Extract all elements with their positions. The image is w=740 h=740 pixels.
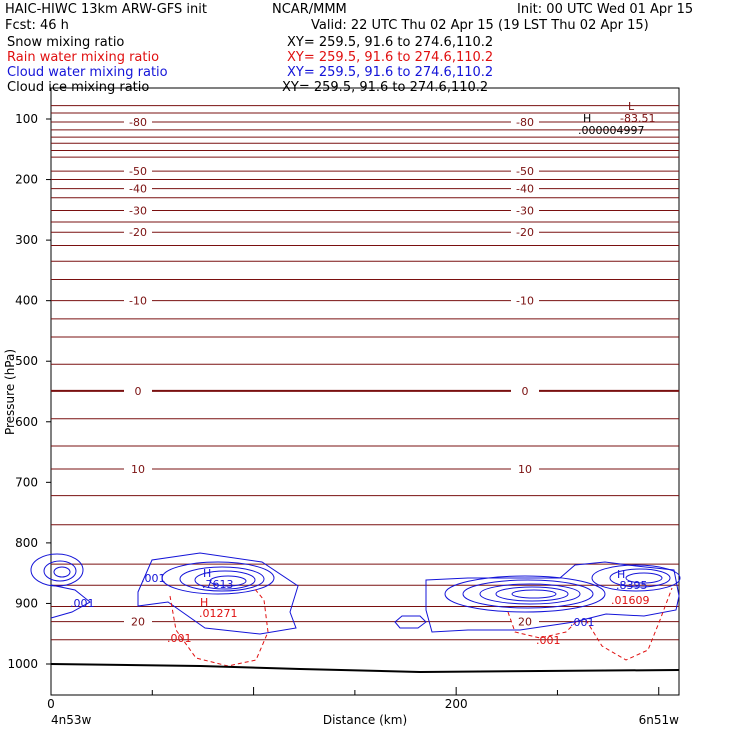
init-time: Init: 00 UTC Wed 01 Apr 15 [517,2,693,17]
y-tick-label: 500 [15,354,38,368]
y-tick-label: 900 [15,596,38,610]
rain-water-contours [169,587,673,667]
isotherm-label: -30 [129,204,147,217]
rain-contour [169,587,269,667]
isotherm-label: -50 [129,165,147,178]
isotherm-label: -20 [516,226,534,239]
rain-contour [585,587,673,661]
isotherm-group: -80 -80 -50 -50 -40 -40 -30 -30 -20 -20 -10 -10 0 0 10… [51,105,679,641]
isotherm-label: 20 [518,616,532,629]
rain-max-value: .01271 [199,607,238,620]
rain-label: .001 [167,632,192,645]
cw-label: .001 [70,597,95,610]
valid-time: Valid: 22 UTC Thu 02 Apr 15 (19 LST Thu … [311,18,649,33]
rain-contour [507,611,579,639]
y-axis-label: Pressure (hPa) [3,349,17,435]
cw-max-value: .8395 [616,579,648,592]
isotherm-label: 10 [518,463,532,476]
forecast-hour: Fcst: 46 h [5,18,69,33]
y-tick-label: 300 [15,233,38,247]
header: HAIC-HIWC 13km ARW-GFS init NCAR/MMM Ini… [5,2,693,95]
isotherm-label: -50 [516,165,534,178]
field-name-rain: Rain water mixing ratio [7,50,159,65]
min-value: -83.51 [620,112,655,125]
cw-contour [194,570,256,590]
max-marker: H [583,112,591,125]
cw-contour [53,566,71,578]
cw-contour [495,586,569,602]
isotherm-label: 0 [522,385,529,398]
surface-line [50,663,680,674]
left-endpoint-label: 4n53w [51,713,92,727]
isotherm-label: 20 [131,616,145,629]
isotherm-label: -40 [129,183,147,196]
x-tick-label: 200 [445,697,468,711]
cw-contour [394,615,427,629]
isotherm-label: -10 [129,295,147,308]
right-endpoint-label: 6n51w [639,713,680,727]
field-name-cloudwater: Cloud water mixing ratio [7,65,168,80]
cw-max-value: .7613 [202,578,234,591]
isotherm-label: -40 [516,183,534,196]
extrema-annotations: H .000004997 L -83.51 [578,100,655,137]
y-tick-label: 100 [15,112,38,126]
y-tick-label: 1000 [7,657,38,671]
x-axis: 0 200 [47,687,660,711]
cw-contour [50,584,91,619]
rain-label: .001 [536,634,561,647]
cw-label: .001 [570,616,595,629]
cw-contour [479,583,581,605]
field-xy-cloudwater: XY= 259.5, 91.6 to 274.6,110.2 [287,65,493,80]
cw-contour [444,575,606,613]
cw-label: .001 [141,572,166,585]
x-tick-label: 0 [47,697,55,711]
isotherm-label: -10 [516,295,534,308]
cw-contour [591,564,681,592]
cw-contour [625,572,663,584]
y-tick-label: 400 [15,294,38,308]
field-xy-rain: XY= 259.5, 91.6 to 274.6,110.2 [287,50,493,65]
cw-contour [209,575,247,587]
cw-contour [161,561,275,595]
org-name: NCAR/MMM [272,2,347,17]
cw-contour [179,566,265,592]
max-value: .000004997 [578,124,644,137]
cw-max-marker: H [203,567,211,580]
y-tick-label: 800 [15,536,38,550]
isotherm-label: -20 [129,226,147,239]
y-tick-label: 200 [15,173,38,187]
y-tick-label: 600 [15,415,38,429]
cloud-water-labels: .001 .001 .001 H .7613 H .8395 [70,567,648,629]
model-title: HAIC-HIWC 13km ARW-GFS init [5,2,207,17]
cw-max-marker: H [617,568,625,581]
min-marker: L [628,100,635,113]
cw-contour [43,560,77,582]
rain-max-value: .01609 [611,594,650,607]
field-name-snow: Snow mixing ratio [7,35,124,50]
cw-contour [137,552,299,635]
isotherm-label: -80 [129,116,147,129]
y-axis: 100 200 300 400 500 600 700 800 900 1000 [7,112,51,671]
isotherm-label: -30 [516,204,534,217]
isotherm-label: -80 [516,116,534,129]
cw-contour [609,568,671,588]
field-xy-snow: XY= 259.5, 91.6 to 274.6,110.2 [287,35,493,50]
y-tick-label: 700 [15,475,38,489]
x-axis-label: Distance (km) [323,713,407,727]
cw-contour [511,589,557,599]
isotherm-label: 0 [135,385,142,398]
cw-contour [425,561,680,633]
rain-max-marker: H [200,596,208,609]
rain-labels: H .01271 .001 .01609 .001 [167,594,650,647]
cloud-water-contours [30,552,681,635]
cw-contour [462,579,594,609]
isotherm-label: 10 [131,463,145,476]
